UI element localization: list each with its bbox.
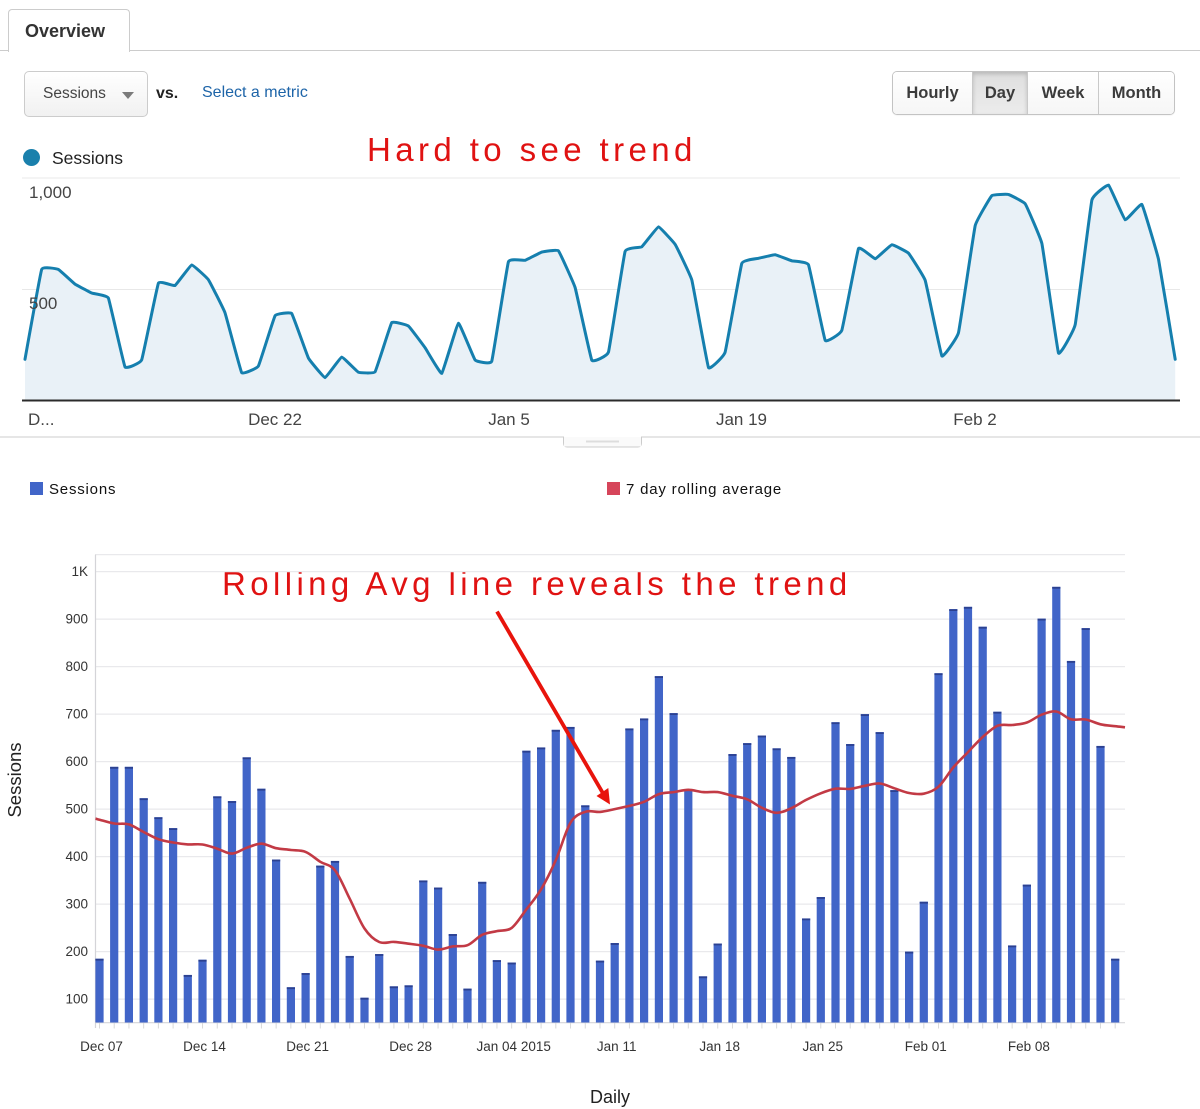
svg-text:Jan 5: Jan 5 — [488, 410, 530, 429]
svg-text:Jan 19: Jan 19 — [716, 410, 767, 429]
svg-text:500: 500 — [29, 294, 57, 313]
svg-text:Dec 07: Dec 07 — [80, 1039, 123, 1054]
svg-text:Feb 01: Feb 01 — [905, 1039, 947, 1054]
svg-text:600: 600 — [65, 754, 88, 769]
svg-text:700: 700 — [65, 707, 88, 722]
svg-text:Dec 22: Dec 22 — [248, 410, 302, 429]
svg-text:Feb 08: Feb 08 — [1008, 1039, 1050, 1054]
svg-text:Feb 2: Feb 2 — [953, 410, 996, 429]
svg-text:500: 500 — [65, 802, 88, 817]
svg-text:300: 300 — [65, 897, 88, 912]
svg-text:Jan 04 2015: Jan 04 2015 — [477, 1039, 551, 1054]
svg-text:900: 900 — [65, 612, 88, 627]
svg-text:1,000: 1,000 — [29, 183, 72, 202]
svg-text:Dec 14: Dec 14 — [183, 1039, 226, 1054]
svg-text:1K: 1K — [71, 564, 88, 579]
svg-text:Jan 25: Jan 25 — [803, 1039, 844, 1054]
svg-text:D...: D... — [28, 410, 54, 429]
svg-text:Sessions: Sessions — [4, 742, 25, 817]
svg-text:100: 100 — [65, 992, 88, 1007]
svg-text:200: 200 — [65, 944, 88, 959]
svg-text:Jan 18: Jan 18 — [699, 1039, 740, 1054]
svg-text:400: 400 — [65, 849, 88, 864]
svg-text:Dec 28: Dec 28 — [389, 1039, 432, 1054]
svg-text:800: 800 — [65, 659, 88, 674]
svg-text:Dec 21: Dec 21 — [286, 1039, 329, 1054]
svg-text:Jan 11: Jan 11 — [597, 1039, 637, 1054]
svg-text:Daily: Daily — [590, 1087, 630, 1107]
